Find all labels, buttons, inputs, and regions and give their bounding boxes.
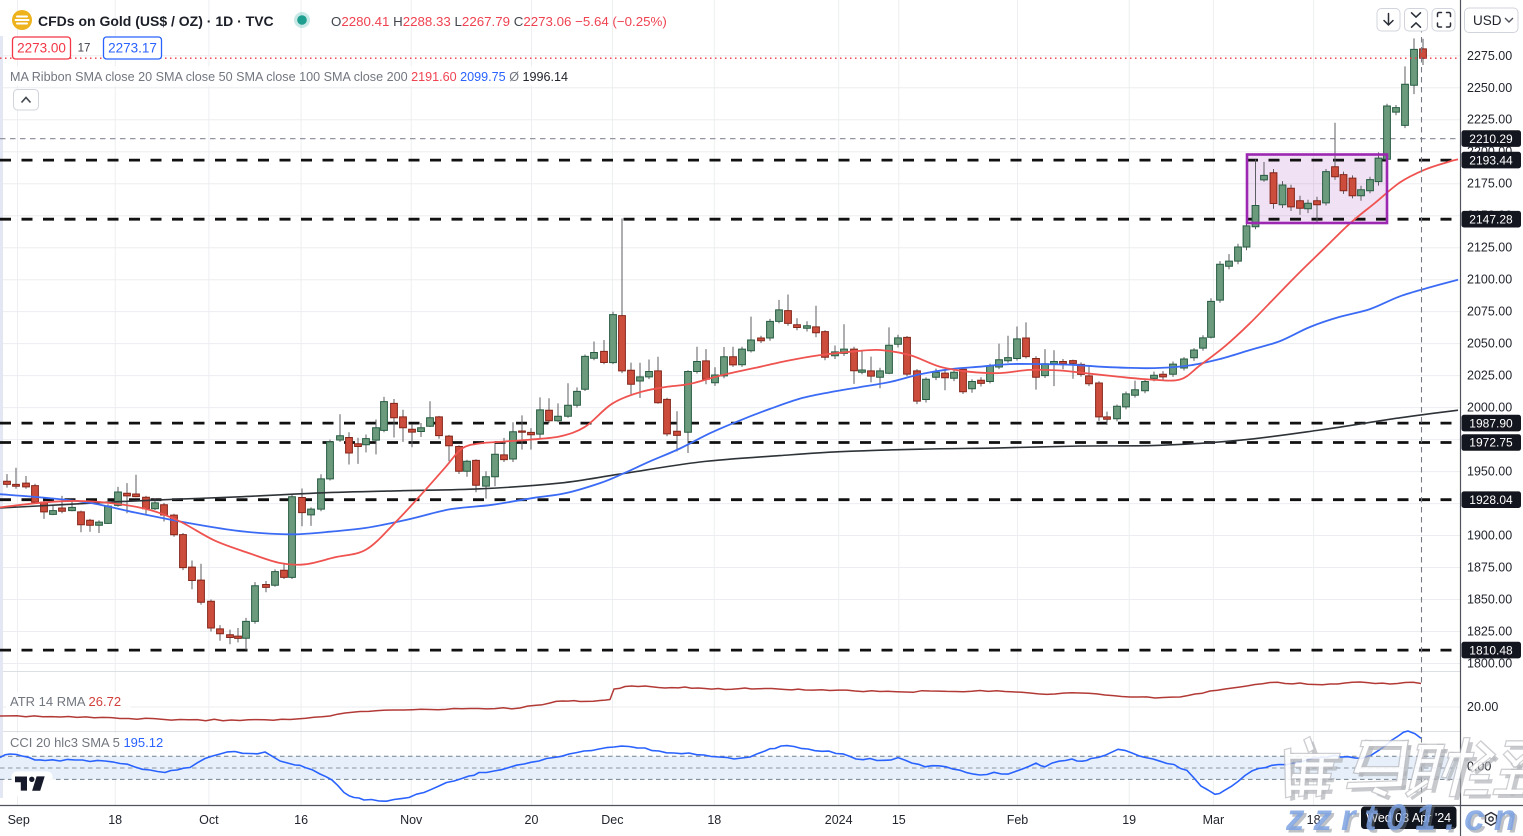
svg-text:16: 16: [294, 813, 308, 827]
svg-text:17: 17: [78, 43, 91, 55]
svg-text:Mar: Mar: [1203, 813, 1225, 827]
svg-text:1800.00: 1800.00: [1467, 657, 1512, 671]
svg-text:2225.00: 2225.00: [1467, 113, 1512, 127]
svg-text:Dec: Dec: [601, 813, 623, 827]
svg-text:zzrt01.cn: zzrt01.cn: [1285, 797, 1523, 836]
svg-text:Feb: Feb: [1007, 813, 1029, 827]
svg-text:2273.00: 2273.00: [17, 41, 66, 56]
svg-text:18: 18: [108, 813, 122, 827]
svg-text:2075.00: 2075.00: [1467, 305, 1512, 319]
svg-text:2000.00: 2000.00: [1467, 401, 1512, 415]
svg-text:2210.29: 2210.29: [1469, 132, 1513, 146]
svg-text:zzrt01.cn: zzrt01.cn: [1288, 800, 1523, 836]
svg-text:2147.28: 2147.28: [1469, 212, 1513, 226]
svg-text:19: 19: [1122, 813, 1136, 827]
svg-text:O2280.41 H2288.33 L2267.79 C22: O2280.41 H2288.33 L2267.79 C2273.06 −5.6…: [331, 14, 667, 29]
svg-text:2273.17: 2273.17: [108, 41, 157, 56]
svg-text:2050.00: 2050.00: [1467, 337, 1512, 351]
svg-text:1928.04: 1928.04: [1469, 493, 1513, 507]
svg-text:18: 18: [1307, 813, 1321, 827]
svg-text:1987.90: 1987.90: [1469, 416, 1513, 430]
svg-text:18: 18: [707, 813, 721, 827]
svg-text:1950.00: 1950.00: [1467, 465, 1512, 479]
svg-text:1825.00: 1825.00: [1467, 625, 1512, 639]
svg-text:1810.48: 1810.48: [1469, 643, 1513, 657]
svg-text:Sep: Sep: [8, 813, 30, 827]
svg-text:2024: 2024: [825, 813, 853, 827]
svg-text:2125.00: 2125.00: [1467, 241, 1512, 255]
svg-text:1875.00: 1875.00: [1467, 561, 1512, 575]
svg-text:MA Ribbon SMA close 20 SMA clo: MA Ribbon SMA close 20 SMA close 50 SMA …: [10, 70, 568, 84]
svg-text:1900.00: 1900.00: [1467, 529, 1512, 543]
svg-text:20.00: 20.00: [1467, 700, 1498, 714]
svg-text:2193.44: 2193.44: [1469, 153, 1513, 167]
svg-text:Oct: Oct: [199, 813, 219, 827]
svg-text:Nov: Nov: [400, 813, 423, 827]
svg-text:CCI 20 hlc3 SMA 5 195.12: CCI 20 hlc3 SMA 5 195.12: [10, 735, 163, 750]
svg-text:ATR 14 RMA 26.72: ATR 14 RMA 26.72: [10, 694, 121, 709]
svg-text:2025.00: 2025.00: [1467, 369, 1512, 383]
svg-text:CFDs on Gold (US$ / OZ) · 1D ·: CFDs on Gold (US$ / OZ) · 1D · TVC: [38, 13, 274, 29]
svg-text:1972.75: 1972.75: [1469, 436, 1513, 450]
svg-text:2275.00: 2275.00: [1467, 49, 1512, 63]
svg-text:15: 15: [892, 813, 906, 827]
svg-text:Wed 03 Apr '24: Wed 03 Apr '24: [1366, 811, 1451, 825]
svg-text:USD: USD: [1473, 13, 1502, 28]
svg-text:1850.00: 1850.00: [1467, 593, 1512, 607]
svg-text:2175.00: 2175.00: [1467, 177, 1512, 191]
svg-text:2250.00: 2250.00: [1467, 81, 1512, 95]
svg-text:20: 20: [525, 813, 539, 827]
svg-text:2100.00: 2100.00: [1467, 273, 1512, 287]
